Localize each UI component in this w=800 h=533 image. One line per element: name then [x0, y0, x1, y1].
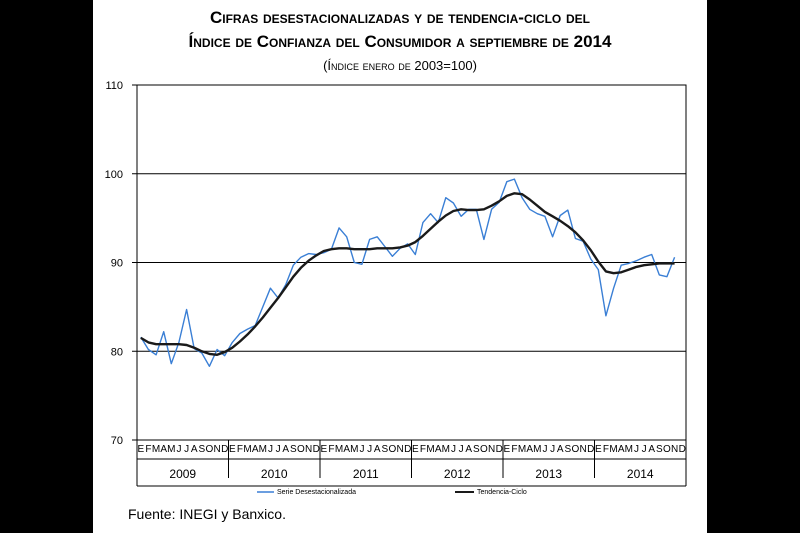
x-month-label: J [459, 444, 464, 455]
x-year-label: 2009 [169, 467, 196, 481]
legend-label-trend: Tendencia-Ciclo [477, 489, 527, 496]
x-year-label: 2011 [353, 467, 379, 481]
x-month-label: A [374, 444, 381, 455]
x-month-label: J [634, 444, 639, 455]
x-month-label: F [511, 444, 517, 455]
x-month-label: S [564, 444, 571, 455]
x-month-label: F [603, 444, 609, 455]
x-month-label: E [320, 444, 327, 455]
x-month-label: S [381, 444, 388, 455]
chart-title-line-2: Índice de Confianza del Consumidor a sep… [188, 32, 612, 51]
x-month-label: M [335, 444, 343, 455]
x-month-label: O [297, 444, 305, 455]
x-month-label: J [184, 444, 189, 455]
x-month-label: F [237, 444, 243, 455]
x-month-label: S [198, 444, 205, 455]
legend: Serie Desestacionalizada Tendencia-Ciclo [257, 489, 527, 496]
legend-label-series: Serie Desestacionalizada [277, 489, 356, 496]
x-month-label: M [426, 444, 434, 455]
x-month-label: J [550, 444, 555, 455]
x-month-label: F [328, 444, 334, 455]
x-month-label: J [276, 444, 281, 455]
x-month-label: E [137, 444, 144, 455]
x-month-label: J [359, 444, 364, 455]
x-year-label: 2014 [627, 467, 654, 481]
series-line-desestacionalizada [140, 178, 676, 367]
x-month-label: A [557, 444, 564, 455]
x-month-label: J [642, 444, 647, 455]
x-month-label: S [473, 444, 480, 455]
x-month-label: E [595, 444, 602, 455]
x-month-label: A [435, 444, 442, 455]
y-tick-label: 90 [111, 258, 123, 270]
y-tick-label: 80 [111, 346, 123, 358]
chart-subtitle: (Índice enero de 2003=100) [323, 58, 477, 73]
x-month-label: D [313, 444, 320, 455]
x-month-label: F [145, 444, 151, 455]
x-month-label: D [496, 444, 503, 455]
x-month-label: N [396, 444, 403, 455]
x-month-label: N [213, 444, 220, 455]
y-tick-label: 70 [111, 435, 123, 447]
x-month-label: D [404, 444, 411, 455]
x-month-label: D [587, 444, 594, 455]
x-month-label: D [221, 444, 228, 455]
x-month-label: O [206, 444, 214, 455]
x-month-label: E [503, 444, 510, 455]
x-month-label: A [252, 444, 259, 455]
x-month-label: O [663, 444, 671, 455]
x-month-label: J [451, 444, 456, 455]
chart-title-line-1: Cifras desestacionalizadas y de tendenci… [209, 8, 590, 27]
x-month-label: M [533, 444, 541, 455]
series-layer [140, 178, 676, 367]
x-month-label: J [542, 444, 547, 455]
x-month-label: A [282, 444, 289, 455]
x-month-label: J [268, 444, 273, 455]
x-month-label: D [679, 444, 686, 455]
x-month-label: M [350, 444, 358, 455]
x-month-label: M [609, 444, 617, 455]
x-month-label: J [367, 444, 372, 455]
x-month-label: N [305, 444, 312, 455]
grid-layer [136, 84, 687, 441]
x-month-label: E [412, 444, 419, 455]
x-year-label: 2010 [261, 467, 288, 481]
x-month-label: N [671, 444, 678, 455]
x-month-label: S [290, 444, 297, 455]
x-month-label: A [526, 444, 533, 455]
x-month-label: A [191, 444, 198, 455]
x-month-label: F [420, 444, 426, 455]
x-month-label: M [518, 444, 526, 455]
x-month-label: A [618, 444, 625, 455]
x-year-label: 2013 [535, 467, 562, 481]
x-month-label: O [572, 444, 580, 455]
x-month-label: J [176, 444, 181, 455]
y-tick-label: 110 [105, 80, 123, 92]
x-month-label: M [152, 444, 160, 455]
x-month-label: A [160, 444, 167, 455]
x-month-label: A [343, 444, 350, 455]
y-tick-label: 100 [105, 169, 123, 181]
x-month-label: M [167, 444, 175, 455]
series-line-tendencia [140, 192, 675, 356]
x-month-label: S [656, 444, 663, 455]
x-year-label: 2012 [444, 467, 471, 481]
source-note: Fuente: INEGI y Banxico. [128, 506, 286, 522]
x-month-label: N [488, 444, 495, 455]
x-month-label: E [229, 444, 236, 455]
x-month-label: A [465, 444, 472, 455]
x-month-label: M [259, 444, 267, 455]
x-month-label: N [579, 444, 586, 455]
chart-panel [93, 0, 707, 533]
x-month-label: A [648, 444, 655, 455]
x-month-label: O [480, 444, 488, 455]
x-month-label: M [625, 444, 633, 455]
x-month-label: O [389, 444, 397, 455]
x-month-label: M [243, 444, 251, 455]
x-month-label: M [442, 444, 450, 455]
